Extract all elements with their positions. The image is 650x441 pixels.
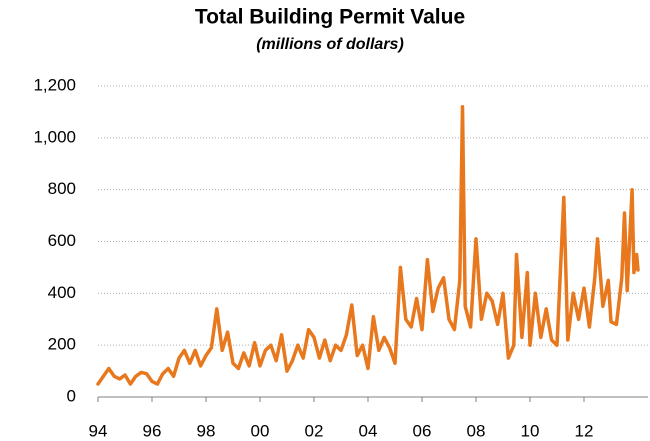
chart-title: Total Building Permit Value	[195, 6, 465, 29]
x-tick-label: 10	[521, 421, 540, 440]
chart-subtitle: (millions of dollars)	[256, 36, 404, 53]
y-tick-label: 600	[48, 231, 76, 250]
y-tick-label: 1,200	[33, 75, 76, 94]
y-tick-label: 800	[48, 179, 76, 198]
data-line	[96, 104, 640, 386]
x-tick-label: 04	[359, 421, 378, 440]
x-tick-label: 96	[143, 421, 162, 440]
y-tick-label: 200	[48, 335, 76, 354]
y-tick-label: 400	[48, 283, 76, 302]
x-tick-label: 06	[413, 421, 432, 440]
x-tick-label: 98	[197, 421, 216, 440]
x-tick-label: 12	[575, 421, 594, 440]
x-tick-label: 94	[89, 421, 108, 440]
y-tick-label: 0	[67, 386, 76, 405]
x-tick-label: 02	[305, 421, 324, 440]
y-tick-label: 1,000	[33, 127, 76, 146]
x-tick-label: 00	[251, 421, 270, 440]
x-tick-label: 08	[467, 421, 486, 440]
